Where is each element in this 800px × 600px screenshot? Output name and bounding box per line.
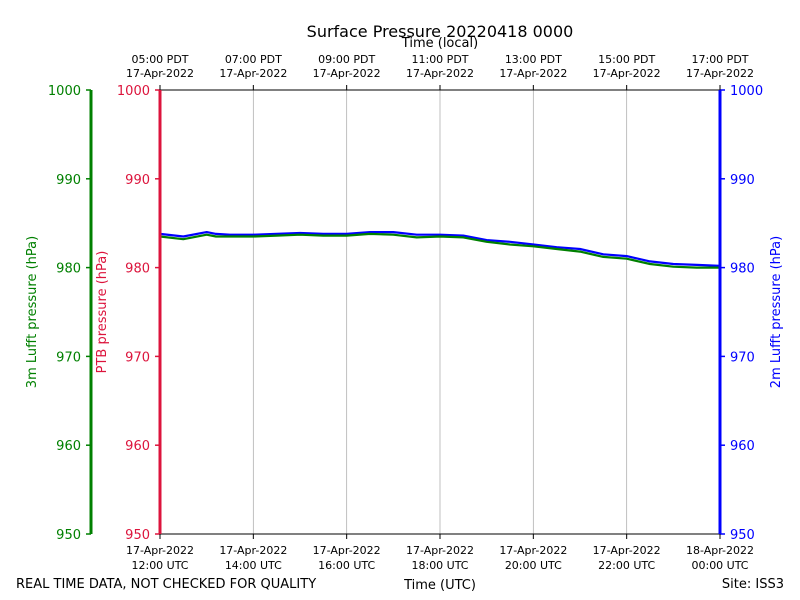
y-axis-label-3: 2m Lufft pressure (hPa) [769, 236, 784, 388]
top-tick-label-date: 17-Apr-2022 [686, 67, 754, 80]
y-tick-label: 1000 [48, 84, 81, 99]
top-tick-label-time: 15:00 PDT [598, 53, 655, 66]
y-tick-label: 1000 [117, 84, 150, 99]
x-tick-label-time: 12:00 UTC [131, 559, 188, 572]
top-tick-label-date: 17-Apr-2022 [593, 67, 661, 80]
y-tick-label: 960 [730, 439, 755, 454]
series-line-3m-lufft-pressure [159, 232, 720, 269]
y-tick-label: 980 [730, 262, 755, 277]
x-tick-label-date: 17-Apr-2022 [126, 544, 194, 557]
x-tick-label-time: 18:00 UTC [411, 559, 468, 572]
x-tick-label-time: 20:00 UTC [505, 559, 562, 572]
x-axis-label: Time (UTC) [403, 578, 476, 593]
x-tick-label-date: 17-Apr-2022 [313, 544, 381, 557]
x-tick-label-time: 16:00 UTC [318, 559, 375, 572]
x-tick-label-date: 17-Apr-2022 [499, 544, 567, 557]
y-tick-label: 970 [125, 350, 150, 365]
tick-labels: 950 960 970 980 990 1000 3m Lufft pressure (hP… [25, 53, 784, 572]
y-tick-label: 1000 [730, 84, 763, 99]
y-tick-label: 990 [56, 173, 81, 188]
y-tick-label: 950 [730, 528, 755, 543]
top-axis-label: Time (local) [401, 36, 478, 51]
y-tick-label: 960 [125, 439, 150, 454]
y-tick-label: 970 [730, 350, 755, 365]
y-axis-label-1: 3m Lufft pressure (hPa) [25, 236, 40, 388]
top-tick-label-time: 11:00 PDT [411, 53, 468, 66]
top-tick-label-date: 17-Apr-2022 [499, 67, 567, 80]
top-tick-label-time: 17:00 PDT [691, 53, 748, 66]
y-tick-label: 950 [125, 528, 150, 543]
y-tick-label: 980 [56, 262, 81, 277]
series-lines [159, 231, 721, 269]
grid-lines [252, 90, 628, 534]
top-tick-label-date: 17-Apr-2022 [126, 67, 194, 80]
y-tick-label: 980 [125, 262, 150, 277]
y-axis-label-2: PTB pressure (hPa) [95, 251, 110, 374]
x-tick-label-date: 17-Apr-2022 [219, 544, 287, 557]
footer-note: REAL TIME DATA, NOT CHECKED FOR QUALITY [16, 577, 316, 592]
x-tick-label-time: 00:00 UTC [691, 559, 748, 572]
chart-title: Surface Pressure 20220418 0000 [307, 22, 574, 41]
top-tick-label-date: 17-Apr-2022 [219, 67, 287, 80]
x-tick-label-time: 22:00 UTC [598, 559, 655, 572]
y-tick-label: 990 [730, 173, 755, 188]
top-tick-label-date: 17-Apr-2022 [313, 67, 381, 80]
x-tick-label-date: 17-Apr-2022 [406, 544, 474, 557]
y-tick-label: 990 [125, 173, 150, 188]
y-tick-label: 960 [56, 439, 81, 454]
top-tick-label-time: 07:00 PDT [225, 53, 282, 66]
axes [86, 85, 725, 539]
x-tick-label-date: 17-Apr-2022 [593, 544, 661, 557]
site-label: Site: ISS3 [722, 577, 784, 592]
x-tick-label-time: 14:00 UTC [225, 559, 282, 572]
top-tick-label-time: 09:00 PDT [318, 53, 375, 66]
top-tick-label-time: 05:00 PDT [131, 53, 188, 66]
y-tick-label: 950 [56, 528, 81, 543]
y-tick-label: 970 [56, 350, 81, 365]
x-tick-label-date: 18-Apr-2022 [686, 544, 754, 557]
top-tick-label-time: 13:00 PDT [505, 53, 562, 66]
series-line-2m-lufft-pressure [159, 231, 721, 267]
top-tick-label-date: 17-Apr-2022 [406, 67, 474, 80]
